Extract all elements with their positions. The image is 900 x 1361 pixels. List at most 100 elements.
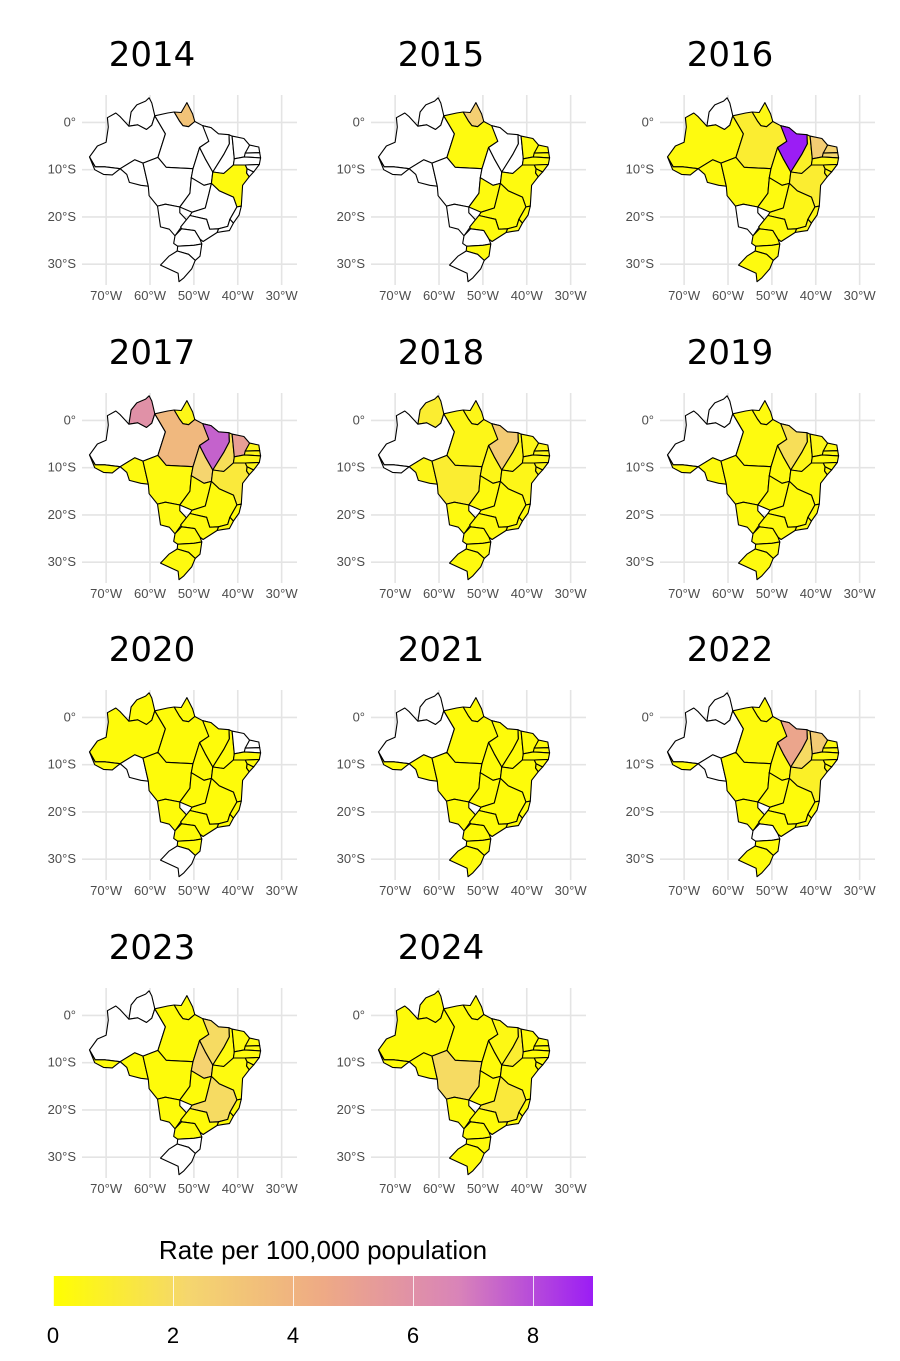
state-ro (408, 1052, 438, 1080)
lon-tick-label: 70°W (379, 1181, 412, 1196)
lon-tick-label: 30°W (844, 586, 877, 601)
lon-tick-label: 70°W (90, 288, 123, 303)
lon-tick-label: 40°W (222, 1181, 255, 1196)
state-ms (445, 798, 476, 832)
state-rr (706, 692, 734, 726)
state-es (518, 800, 531, 819)
lat-tick-label: 10°S (626, 460, 655, 475)
map-panel-2022: 2022 0° 10°S 20°S 30°S 70°W 60°W 50°W 40°W 30°W (585, 610, 877, 900)
state-ac (666, 454, 699, 474)
state-ro (119, 1052, 149, 1080)
state-ac (666, 156, 699, 176)
lon-tick-label: 40°W (222, 586, 255, 601)
state-ro (119, 457, 149, 485)
lon-tick-label: 60°W (134, 883, 167, 898)
map-plot: 0° 10°S 20°S 30°S 70°W 60°W 50°W 40°W 30°W (48, 95, 298, 303)
state-pe (810, 454, 840, 464)
state-pe (232, 454, 262, 464)
state-es (229, 205, 242, 224)
state-ac (377, 1049, 410, 1069)
state-es (229, 503, 242, 522)
map-plot: 0° 10°S 20°S 30°S 70°W 60°W 50°W 40°W 30°W (337, 690, 588, 898)
lat-tick-label: 0° (64, 1007, 76, 1022)
lat-tick-label: 20°S (48, 209, 77, 224)
state-ro (408, 457, 438, 485)
state-rs (737, 845, 774, 878)
state-ac (377, 454, 410, 474)
legend-tick-mark (173, 1276, 174, 1306)
lon-tick-label: 60°W (712, 288, 745, 303)
state-rs (448, 1143, 485, 1176)
map-title: 2018 (397, 333, 485, 373)
state-pe (521, 156, 551, 166)
lon-tick-label: 40°W (511, 1181, 544, 1196)
lat-tick-label: 0° (64, 412, 76, 427)
state-rj (505, 1111, 523, 1127)
map-panel-2016: 2016 0° 10°S 20°S 30°S 70°W 60°W 50°W 40°W 30°W (585, 15, 877, 305)
state-ms (734, 203, 765, 237)
lon-tick-label: 30°W (555, 586, 588, 601)
lat-tick-label: 20°S (337, 804, 366, 819)
legend-tick-label: 8 (526, 1323, 540, 1348)
state-ms (445, 1096, 476, 1130)
lat-tick-label: 30°S (48, 256, 77, 271)
lon-tick-label: 50°W (178, 586, 211, 601)
map-plot: 0° 10°S 20°S 30°S 70°W 60°W 50°W 40°W 30°W (48, 393, 298, 601)
legend-tick-mark (293, 1276, 294, 1306)
state-ro (408, 754, 438, 782)
lon-tick-label: 60°W (712, 883, 745, 898)
state-pe (521, 454, 551, 464)
lon-tick-label: 70°W (90, 1181, 123, 1196)
state-pe (810, 156, 840, 166)
state-rj (216, 813, 234, 829)
map-plot: 0° 10°S 20°S 30°S 70°W 60°W 50°W 40°W 30°W (626, 393, 877, 601)
lat-tick-label: 10°S (48, 1055, 77, 1070)
state-ms (734, 798, 765, 832)
lon-tick-label: 70°W (668, 288, 701, 303)
lon-tick-label: 60°W (712, 586, 745, 601)
map-panel-2020: 2020 0° 10°S 20°S 30°S 70°W 60°W 50°W 40°W 30°W (7, 610, 299, 900)
lon-tick-label: 70°W (379, 586, 412, 601)
state-rj (505, 218, 523, 234)
lat-tick-label: 20°S (626, 507, 655, 522)
state-rj (794, 516, 812, 532)
state-rs (159, 548, 196, 581)
state-rj (794, 218, 812, 234)
state-rr (706, 395, 734, 429)
legend-tick-mark (533, 1276, 534, 1306)
state-rj (794, 813, 812, 829)
lat-tick-label: 30°S (337, 1149, 366, 1164)
lon-tick-label: 40°W (222, 288, 255, 303)
state-rr (706, 97, 734, 131)
lat-tick-label: 30°S (337, 554, 366, 569)
state-rs (159, 1143, 196, 1176)
lat-tick-label: 0° (642, 114, 654, 129)
lon-tick-label: 60°W (134, 1181, 167, 1196)
lon-tick-label: 60°W (423, 883, 456, 898)
lat-tick-label: 0° (64, 709, 76, 724)
lon-tick-label: 50°W (756, 883, 789, 898)
state-es (807, 503, 820, 522)
legend-tick-mark (413, 1276, 414, 1306)
color-legend: Rate per 100,000 population 0 2 4 6 8 (0, 1225, 900, 1361)
lat-tick-label: 30°S (48, 554, 77, 569)
state-ro (119, 754, 149, 782)
state-rs (159, 845, 196, 878)
lat-tick-label: 20°S (337, 209, 366, 224)
state-ro (697, 457, 727, 485)
map-title: 2019 (686, 333, 774, 373)
lon-tick-label: 70°W (379, 288, 412, 303)
lon-tick-label: 70°W (379, 883, 412, 898)
state-rj (505, 516, 523, 532)
state-rr (417, 692, 445, 726)
map-panel-2021: 2021 0° 10°S 20°S 30°S 70°W 60°W 50°W 40°W 30°W (296, 610, 588, 900)
lat-tick-label: 30°S (48, 851, 77, 866)
state-ro (697, 754, 727, 782)
lon-tick-label: 30°W (555, 883, 588, 898)
legend-title: Rate per 100,000 population (158, 1235, 488, 1265)
lon-tick-label: 30°W (266, 883, 299, 898)
lat-tick-label: 0° (353, 114, 365, 129)
state-es (807, 800, 820, 819)
lon-tick-label: 30°W (844, 883, 877, 898)
lon-tick-label: 50°W (178, 1181, 211, 1196)
